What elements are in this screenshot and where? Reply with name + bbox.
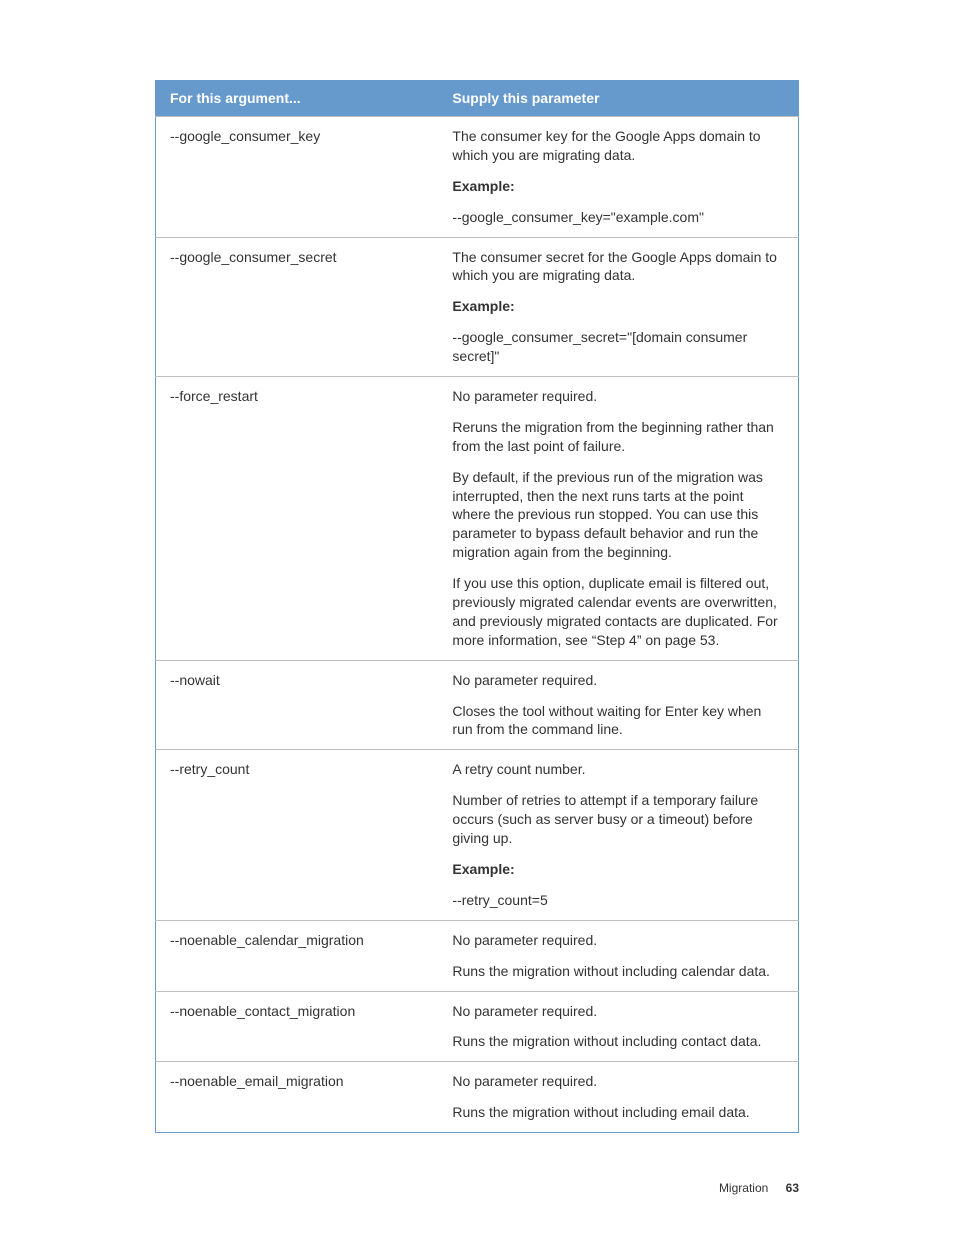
- table-row: --retry_count A retry count number. Number…: [156, 750, 799, 920]
- footer-section: Migration: [719, 1181, 768, 1195]
- table-row: --noenable_calendar_migrationNo paramete…: [156, 920, 799, 991]
- param-text: If you use this option, duplicate email …: [452, 574, 784, 650]
- param-text: The consumer secret for the Google Apps …: [452, 248, 784, 286]
- parameter-cell: No parameter required. Reruns the migrati…: [438, 377, 798, 661]
- arguments-table: For this argument... Supply this paramet…: [155, 80, 799, 1133]
- parameter-cell: The consumer key for the Google Apps dom…: [438, 117, 798, 238]
- example-label: Example:: [452, 297, 784, 316]
- argument-cell: --noenable_contact_migration: [156, 991, 439, 1062]
- table-row: --force_restart No parameter required. Rer…: [156, 377, 799, 661]
- param-text: Reruns the migration from the beginning …: [452, 418, 784, 456]
- argument-cell: --google_consumer_secret: [156, 237, 439, 376]
- table-row: --noenable_email_migrationNo parameter r…: [156, 1062, 799, 1133]
- col-header-argument: For this argument...: [156, 80, 439, 117]
- table-header-row: For this argument... Supply this paramet…: [156, 80, 799, 117]
- param-text: Number of retries to attempt if a tempor…: [452, 791, 784, 848]
- example-label: Example:: [452, 860, 784, 879]
- param-text: Runs the migration without including cal…: [452, 962, 784, 981]
- argument-cell: --google_consumer_key: [156, 117, 439, 238]
- argument-cell: --nowait: [156, 660, 439, 750]
- param-text: No parameter required.: [452, 387, 784, 406]
- table-row: --google_consumer_key The consumer key fo…: [156, 117, 799, 238]
- table-row: --nowait No parameter required. Closes the…: [156, 660, 799, 750]
- parameter-cell: The consumer secret for the Google Apps …: [438, 237, 798, 376]
- param-text: --google_consumer_key="example.com": [452, 208, 784, 227]
- param-text: No parameter required.: [452, 1072, 784, 1091]
- param-text: By default, if the previous run of the m…: [452, 468, 784, 562]
- col-header-parameter: Supply this parameter: [438, 80, 798, 117]
- argument-cell: --noenable_email_migration: [156, 1062, 439, 1133]
- param-text: --google_consumer_secret="[domain consum…: [452, 328, 784, 366]
- param-text: Runs the migration without including con…: [452, 1032, 784, 1051]
- param-text: Runs the migration without including ema…: [452, 1103, 784, 1122]
- parameter-cell: No parameter required. Runs the migration…: [438, 1062, 798, 1133]
- param-text: A retry count number.: [452, 760, 784, 779]
- argument-cell: --noenable_calendar_migration: [156, 920, 439, 991]
- param-text: No parameter required.: [452, 931, 784, 950]
- parameter-cell: A retry count number. Number of retries t…: [438, 750, 798, 920]
- parameter-cell: No parameter required. Closes the tool wi…: [438, 660, 798, 750]
- argument-cell: --retry_count: [156, 750, 439, 920]
- page-footer: Migration 63: [719, 1181, 799, 1195]
- table-row: --google_consumer_secret The consumer sec…: [156, 237, 799, 376]
- param-text: The consumer key for the Google Apps dom…: [452, 127, 784, 165]
- example-label: Example:: [452, 177, 784, 196]
- argument-cell: --force_restart: [156, 377, 439, 661]
- param-text: --retry_count=5: [452, 891, 784, 910]
- footer-page-number: 63: [786, 1181, 799, 1195]
- param-text: No parameter required.: [452, 1002, 784, 1021]
- table-row: --noenable_contact_migrationNo parameter…: [156, 991, 799, 1062]
- param-text: Closes the tool without waiting for Ente…: [452, 702, 784, 740]
- param-text: No parameter required.: [452, 671, 784, 690]
- parameter-cell: No parameter required. Runs the migration…: [438, 991, 798, 1062]
- parameter-cell: No parameter required. Runs the migration…: [438, 920, 798, 991]
